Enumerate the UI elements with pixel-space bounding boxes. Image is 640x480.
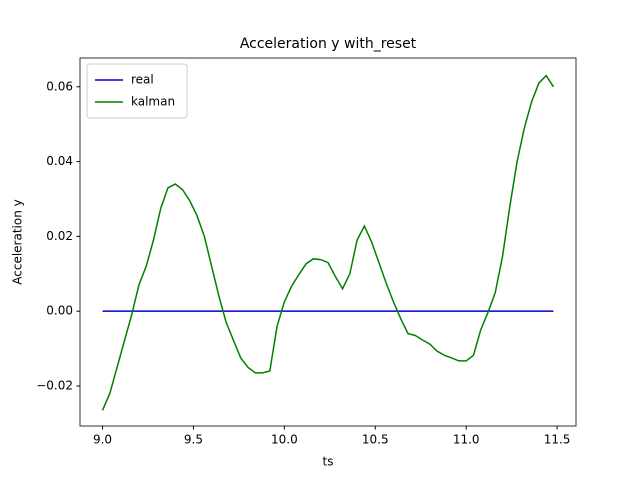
x-tick-label: 11.5 — [544, 433, 571, 447]
y-tick-label: 0.06 — [46, 79, 73, 93]
x-tick-label: 11.0 — [453, 433, 480, 447]
x-tick-label: 9.5 — [184, 433, 203, 447]
line-series — [101, 74, 555, 411]
x-tick-label: 10.5 — [362, 433, 389, 447]
y-axis-label: Acceleration y — [11, 199, 25, 284]
x-tick-label: 9.0 — [93, 433, 112, 447]
y-tick-label: 0.02 — [46, 229, 73, 243]
legend-box — [86, 63, 188, 119]
x-axis-label: ts — [323, 455, 334, 469]
x-tick-label: 10.0 — [271, 433, 298, 447]
plot-frame — [79, 57, 577, 427]
y-tick-label: 0.00 — [46, 304, 73, 318]
y-tick-label: 0.04 — [46, 154, 73, 168]
chart-title: Acceleration y with_reset — [240, 36, 417, 52]
legend-label: real — [131, 73, 154, 87]
y-tick-label: −0.02 — [36, 378, 73, 392]
legend-label: kalman — [131, 95, 175, 109]
